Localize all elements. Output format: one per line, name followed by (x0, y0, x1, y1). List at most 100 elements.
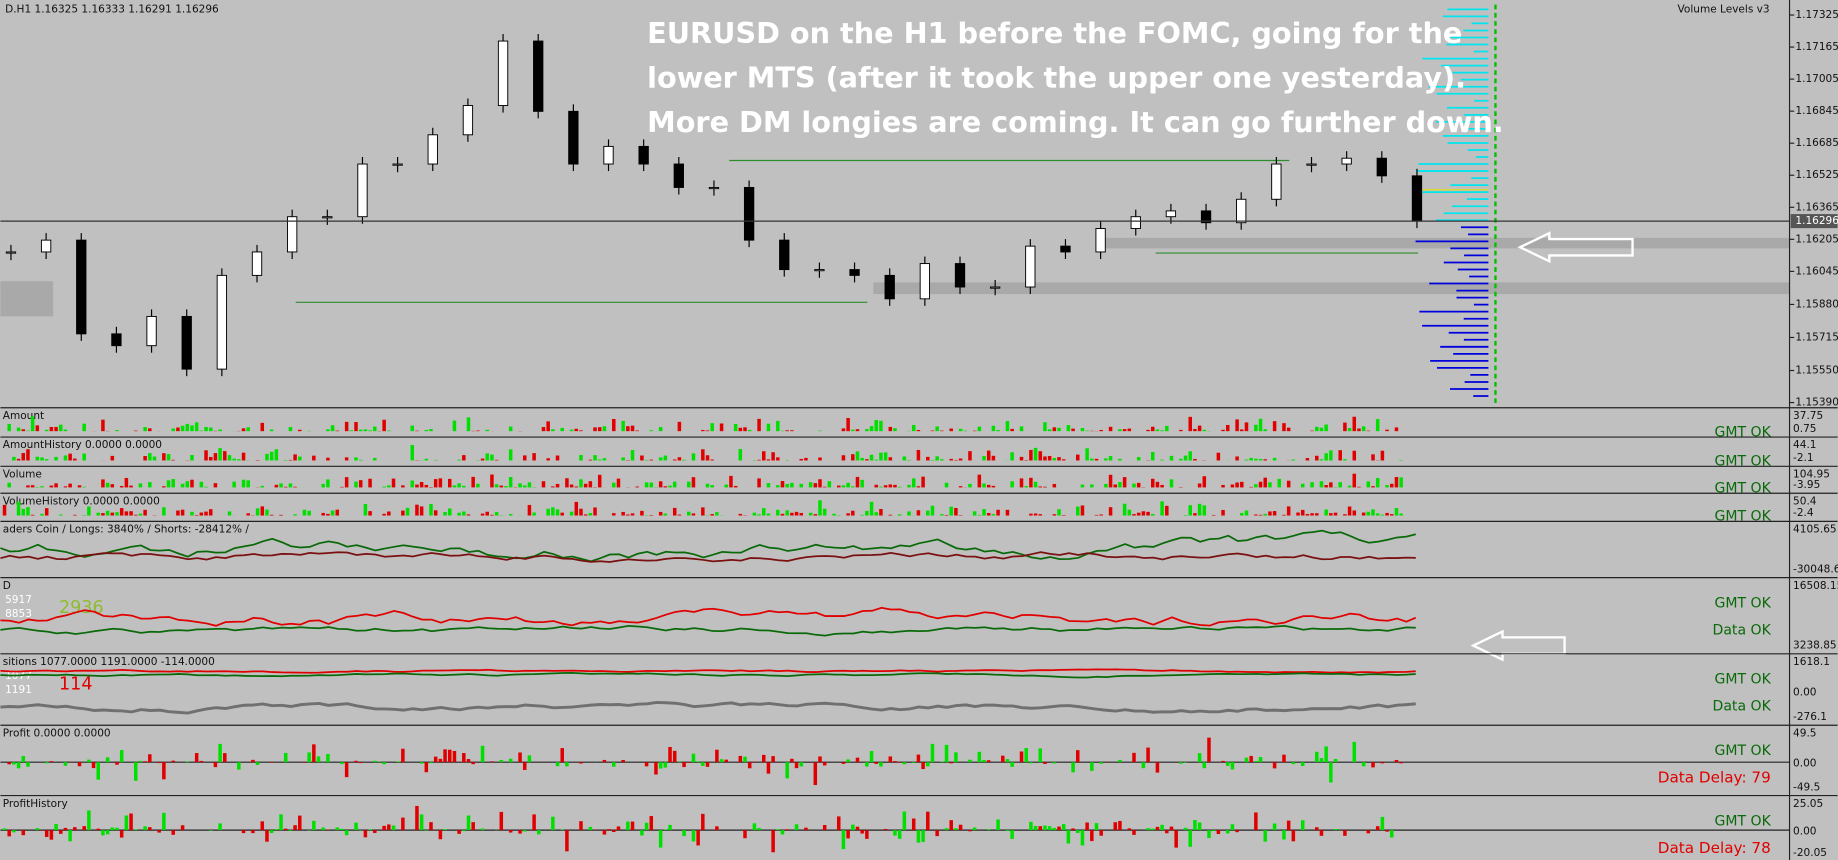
histogram-bar (1380, 514, 1385, 516)
arrow (1517, 231, 1634, 264)
histogram-bar (649, 482, 654, 488)
histogram-bar (87, 810, 91, 831)
histogram-bar (902, 762, 907, 765)
histogram-bar (644, 459, 649, 461)
histogram-bar (452, 485, 457, 488)
histogram-bar (171, 830, 175, 835)
histogram-bar (194, 753, 199, 763)
indicator-line (0, 668, 1416, 674)
histogram-bar (59, 830, 63, 834)
histogram-bar (143, 826, 147, 831)
histogram-bar (54, 823, 58, 831)
histogram-bar (1240, 481, 1244, 488)
histogram-bar (485, 453, 489, 461)
histogram-bar (1010, 762, 1014, 767)
annotation: EURUSD on the H1 before the FOMC, going … (647, 16, 1462, 50)
histogram-bar (682, 459, 686, 461)
histogram-bar (110, 827, 115, 831)
histogram-bar (855, 757, 860, 763)
histogram-bar (860, 479, 864, 488)
histogram-bar (640, 455, 644, 461)
histogram-bar (1029, 477, 1033, 488)
histogram-bar (986, 829, 991, 831)
histogram-bar (326, 513, 330, 516)
histogram-bar (865, 429, 869, 432)
histogram-bar (335, 827, 340, 831)
histogram-bar (59, 424, 63, 432)
histogram-bar (1385, 512, 1389, 516)
histogram-bar (827, 481, 832, 488)
histogram-bar (171, 479, 175, 488)
histogram-bar (363, 503, 368, 516)
histogram-bar (1385, 830, 1389, 832)
histogram-bar (429, 822, 433, 831)
histogram-bar (841, 455, 846, 461)
histogram-bar (893, 761, 897, 763)
candle-body (1236, 198, 1247, 224)
histogram-bar (527, 482, 532, 488)
histogram-bar (138, 513, 143, 516)
histogram-bar (776, 457, 780, 461)
histogram-bar (480, 828, 485, 831)
candle-body (287, 216, 298, 253)
histogram-bar (1254, 484, 1258, 488)
histogram-bar (846, 418, 850, 432)
status-delay: Data Delay: 79 (1658, 768, 1771, 786)
histogram-bar (715, 512, 719, 516)
histogram-bar (1366, 830, 1371, 834)
histogram-bar (991, 514, 996, 516)
histogram-bar (1136, 512, 1141, 516)
histogram-bar (508, 477, 513, 488)
histogram-bar (1300, 762, 1305, 766)
histogram-bar (888, 756, 893, 763)
histogram-bar (105, 510, 110, 516)
histogram-bar (21, 756, 26, 763)
histogram-bar (968, 483, 972, 488)
histogram-bar (537, 830, 541, 835)
histogram-bar (1254, 424, 1258, 432)
histogram-bar (302, 762, 307, 763)
histogram-bar (1043, 486, 1047, 488)
histogram-bar (926, 510, 930, 516)
histogram-bar (1300, 820, 1305, 831)
histogram-bar (1399, 477, 1403, 488)
histogram-bar (949, 428, 953, 432)
panel-axis-label: 49.5 (1793, 727, 1816, 739)
histogram-bar (480, 745, 485, 763)
histogram-bar (907, 511, 911, 516)
histogram-bar (1132, 752, 1136, 763)
histogram-bar (302, 509, 307, 516)
histogram-bar (705, 483, 710, 488)
histogram-bar (1146, 747, 1150, 763)
histogram-bar (1113, 484, 1118, 488)
histogram-bar (185, 481, 190, 488)
histogram-bar (499, 811, 504, 831)
histogram-bar (349, 430, 354, 432)
histogram-bar (747, 762, 752, 769)
histogram-bar (949, 820, 953, 831)
histogram-bar (148, 754, 152, 763)
histogram-bar (822, 486, 827, 488)
histogram-bar (715, 826, 719, 831)
histogram-bar (672, 481, 677, 488)
histogram-bar (1291, 459, 1296, 461)
histogram-bar (68, 453, 72, 461)
histogram-bar (49, 426, 54, 432)
histogram-bar (1202, 429, 1207, 432)
histogram-bar (921, 830, 925, 842)
histogram-bar (293, 486, 297, 488)
histogram-bar (298, 456, 302, 461)
histogram-bar (944, 744, 949, 763)
histogram-bar (1394, 427, 1399, 432)
indicator-line (0, 700, 1416, 715)
histogram-bar (508, 514, 513, 516)
histogram-bar (818, 500, 822, 516)
histogram-bar (1057, 457, 1061, 461)
histogram-bar (935, 830, 939, 837)
histogram-bar (1155, 762, 1160, 773)
histogram-bar (438, 830, 443, 840)
histogram-bar (148, 827, 152, 831)
histogram-bar (522, 830, 527, 832)
histogram-bar (199, 481, 204, 488)
histogram-bar (1211, 514, 1216, 516)
